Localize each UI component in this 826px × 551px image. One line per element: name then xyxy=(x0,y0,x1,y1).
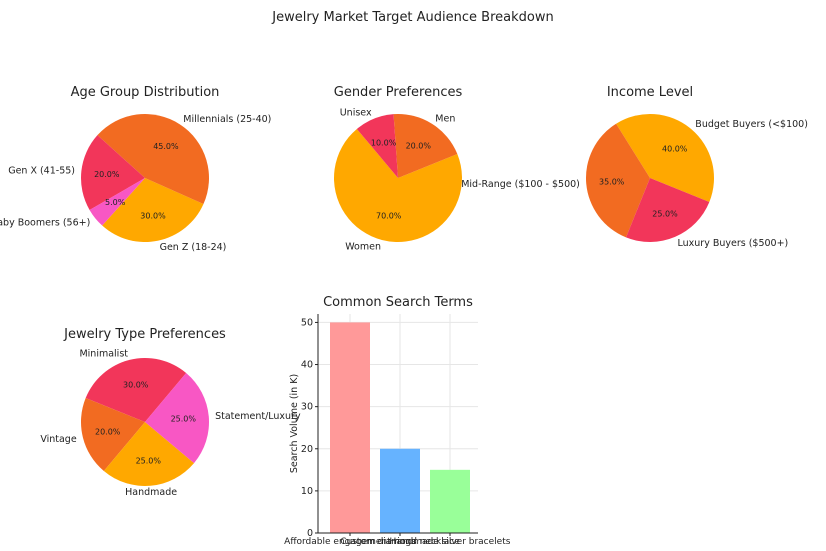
pie-slice-gen-z-18-24 xyxy=(102,178,204,242)
pie-slice-millennials-25-40 xyxy=(97,114,210,205)
x-tick-label-handmade-silver-bracelets: Handmade silver bracelets xyxy=(390,537,511,547)
pie-pct-budget-buyers-100: 40.0% xyxy=(662,145,688,154)
pie-slice-unisex xyxy=(356,114,398,178)
pie-title: Income Level xyxy=(607,85,693,100)
pie-pct-vintage: 20.0% xyxy=(95,427,121,436)
charts-group: Age Group Distribution 30.0% Gen Z (18-24)… xyxy=(0,85,808,547)
pie-pct-minimalist: 30.0% xyxy=(123,381,149,390)
pie-slice-statement-luxury xyxy=(145,372,210,464)
pie-label-budget-buyers-100: Budget Buyers (<$100) xyxy=(695,119,808,130)
pie-pct-unisex: 10.0% xyxy=(371,138,397,147)
pie-pct-gen-x-41-55: 20.0% xyxy=(94,170,120,179)
pie-pct-baby-boomers-56: 5.0% xyxy=(105,198,126,207)
pie-label-luxury-buyers-500: Luxury Buyers ($500+) xyxy=(678,238,789,249)
pie-label-baby-boomers-56: Baby Boomers (56+) xyxy=(0,217,90,228)
pie-label-unisex: Unisex xyxy=(340,108,372,119)
pie-slice-gen-x-41-55 xyxy=(80,135,145,210)
bar-affordable-engagement-rings xyxy=(330,322,370,533)
pie-label-handmade: Handmade xyxy=(125,487,177,498)
x-tick-label-custom-diamond-necklace: Custom diamond necklace xyxy=(340,537,460,547)
y-axis-label: Search Volume (in K) xyxy=(289,374,300,473)
pie-slice-budget-buyers-100 xyxy=(616,113,714,202)
pie-pct-gen-z-18-24: 30.0% xyxy=(140,212,166,221)
bar-chart-common-search-terms: Common Search Terms 0 10 20 30 40 50 Affordable… xyxy=(284,295,511,547)
pie-label-statement-luxury: Statement/Luxury xyxy=(215,411,301,422)
y-tick-label: 30 xyxy=(301,402,313,413)
pie-label-gen-x-41-55: Gen X (41-55) xyxy=(8,166,75,177)
pie-pct-luxury-buyers-500: 25.0% xyxy=(652,209,678,218)
y-tick-label: 0 xyxy=(307,528,313,539)
pie-slice-luxury-buyers-500 xyxy=(626,178,710,242)
y-tick-label: 10 xyxy=(301,486,313,497)
pie-title: Age Group Distribution xyxy=(71,85,220,100)
pie-chart-jewelry-type-preferences: Jewelry Type Preferences 30.0% Minimalist 2… xyxy=(40,327,301,498)
figure-title: Jewelry Market Target Audience Breakdown xyxy=(271,10,553,25)
pie-slice-minimalist xyxy=(85,357,187,422)
pie-label-mid-range-100-500: Mid-Range ($100 - $500) xyxy=(461,179,580,190)
pie-slice-mid-range-100-500 xyxy=(585,123,650,238)
pie-pct-millennials-25-40: 45.0% xyxy=(153,142,179,151)
pie-slice-handmade xyxy=(103,422,195,487)
pie-chart-income-level: Income Level 40.0% Budget Buyers (<$100) 35… xyxy=(461,85,808,249)
pie-pct-statement-luxury: 25.0% xyxy=(171,415,197,424)
pie-label-vintage: Vintage xyxy=(40,434,77,445)
y-tick-label: 50 xyxy=(301,317,313,328)
pie-title: Jewelry Type Preferences xyxy=(63,327,226,342)
pie-slice-baby-boomers-56 xyxy=(89,178,145,226)
y-tick-label: 20 xyxy=(301,444,313,455)
pie-pct-men: 20.0% xyxy=(406,141,432,150)
pie-pct-mid-range-100-500: 35.0% xyxy=(599,177,625,186)
pie-slice-men xyxy=(393,114,458,178)
pie-label-millennials-25-40: Millennials (25-40) xyxy=(183,114,271,125)
pie-chart-gender-preferences: Gender Preferences 70.0% Women 20.0% Men 10.0… xyxy=(334,85,463,252)
pie-label-gen-z-18-24: Gen Z (18-24) xyxy=(160,242,227,253)
bar-handmade-silver-bracelets xyxy=(430,469,470,533)
bar-custom-diamond-necklace xyxy=(380,448,420,533)
pie-slice-vintage xyxy=(80,398,145,472)
bar-title: Common Search Terms xyxy=(323,295,473,310)
pie-pct-handmade: 25.0% xyxy=(136,456,162,465)
y-tick-label: 40 xyxy=(301,360,313,371)
pie-label-minimalist: Minimalist xyxy=(79,349,128,360)
pie-slice-women xyxy=(333,128,462,242)
pie-title: Gender Preferences xyxy=(334,85,463,100)
pie-label-men: Men xyxy=(435,113,455,124)
pie-pct-women: 70.0% xyxy=(376,211,402,220)
x-tick-label-affordable-engagement-rings: Affordable engagement rings xyxy=(284,537,416,547)
pie-chart-age-group-distribution: Age Group Distribution 30.0% Gen Z (18-24)… xyxy=(0,85,271,253)
pie-label-women: Women xyxy=(345,241,381,252)
